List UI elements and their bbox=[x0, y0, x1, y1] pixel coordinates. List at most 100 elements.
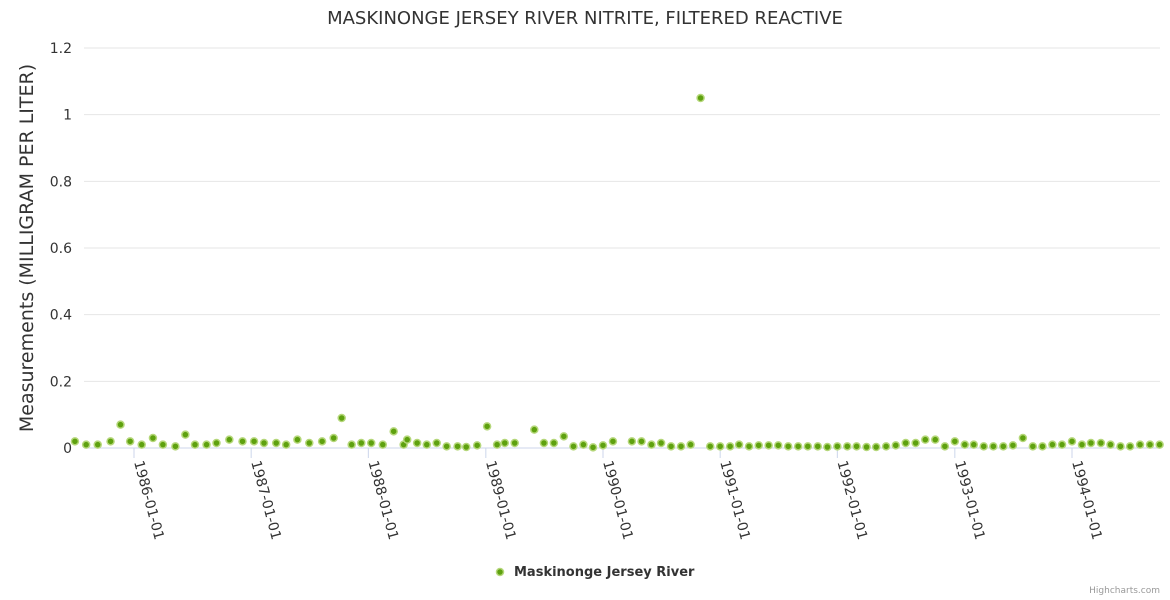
data-point[interactable] bbox=[598, 441, 608, 450]
data-point[interactable] bbox=[579, 440, 588, 449]
data-point[interactable] bbox=[588, 443, 598, 452]
data-point[interactable] bbox=[901, 438, 910, 448]
data-point[interactable] bbox=[754, 441, 763, 450]
data-point[interactable] bbox=[891, 441, 901, 450]
data-point[interactable] bbox=[171, 442, 180, 451]
data-point[interactable] bbox=[871, 442, 881, 452]
data-point[interactable] bbox=[181, 430, 190, 439]
data-point[interactable] bbox=[271, 438, 281, 448]
data-point[interactable] bbox=[637, 437, 646, 446]
data-point[interactable] bbox=[950, 437, 960, 446]
legend-item-label[interactable]: Maskinonge Jersey River bbox=[514, 565, 695, 580]
data-point[interactable] bbox=[442, 442, 451, 451]
data-point[interactable] bbox=[725, 442, 735, 451]
data-point[interactable] bbox=[148, 433, 158, 443]
data-point[interactable] bbox=[881, 442, 891, 451]
data-point[interactable] bbox=[783, 442, 793, 451]
data-point[interactable] bbox=[647, 440, 656, 449]
data-point[interactable] bbox=[530, 425, 539, 434]
data-point[interactable] bbox=[482, 422, 492, 431]
data-point[interactable] bbox=[357, 438, 366, 448]
data-point[interactable] bbox=[823, 442, 832, 452]
data-point[interactable] bbox=[911, 438, 920, 448]
data-point[interactable] bbox=[1057, 440, 1067, 449]
data-point[interactable] bbox=[686, 440, 695, 449]
data-point[interactable] bbox=[921, 435, 930, 444]
data-point[interactable] bbox=[461, 442, 471, 452]
data-point[interactable] bbox=[627, 437, 637, 446]
data-point[interactable] bbox=[1018, 433, 1028, 443]
data-point[interactable] bbox=[125, 437, 135, 446]
data-point[interactable] bbox=[764, 441, 773, 450]
data-point[interactable] bbox=[940, 442, 950, 451]
data-point[interactable] bbox=[549, 438, 559, 448]
data-point[interactable] bbox=[472, 441, 482, 450]
data-point[interactable] bbox=[1145, 440, 1155, 449]
data-point[interactable] bbox=[432, 438, 441, 448]
data-point[interactable] bbox=[969, 440, 979, 449]
data-point[interactable] bbox=[412, 438, 422, 448]
data-point[interactable] bbox=[843, 442, 852, 451]
data-point[interactable] bbox=[366, 438, 376, 448]
data-point[interactable] bbox=[539, 438, 549, 448]
data-point[interactable] bbox=[293, 435, 302, 444]
data-point[interactable] bbox=[190, 440, 200, 449]
data-point[interactable] bbox=[696, 93, 705, 103]
data-point[interactable] bbox=[803, 442, 813, 451]
data-point[interactable] bbox=[1048, 440, 1057, 449]
data-point[interactable] bbox=[422, 440, 432, 449]
data-point[interactable] bbox=[1067, 437, 1077, 446]
data-point[interactable] bbox=[305, 438, 314, 448]
data-point[interactable] bbox=[569, 442, 578, 451]
data-point[interactable] bbox=[989, 442, 998, 451]
data-point[interactable] bbox=[793, 442, 803, 451]
data-point[interactable] bbox=[389, 427, 398, 436]
data-point[interactable] bbox=[774, 441, 783, 450]
data-point[interactable] bbox=[1155, 440, 1164, 449]
data-point[interactable] bbox=[402, 435, 412, 444]
data-point[interactable] bbox=[492, 440, 502, 449]
data-point[interactable] bbox=[81, 440, 91, 449]
data-point[interactable] bbox=[715, 442, 725, 451]
data-point[interactable] bbox=[329, 433, 338, 443]
data-point[interactable] bbox=[317, 437, 327, 446]
data-point[interactable] bbox=[1028, 442, 1038, 451]
data-point[interactable] bbox=[500, 438, 510, 448]
data-point[interactable] bbox=[453, 442, 462, 451]
data-point[interactable] bbox=[137, 440, 146, 449]
data-point[interactable] bbox=[705, 442, 715, 451]
data-point[interactable] bbox=[999, 442, 1008, 451]
data-point[interactable] bbox=[734, 440, 744, 449]
data-point[interactable] bbox=[1008, 441, 1018, 450]
data-point[interactable] bbox=[559, 432, 569, 441]
data-point[interactable] bbox=[813, 442, 823, 451]
data-point[interactable] bbox=[1038, 442, 1047, 451]
data-point[interactable] bbox=[833, 442, 842, 451]
data-point[interactable] bbox=[93, 440, 102, 449]
data-point[interactable] bbox=[238, 437, 247, 446]
data-point[interactable] bbox=[1096, 438, 1106, 448]
legend-marker[interactable] bbox=[495, 567, 505, 577]
data-point[interactable] bbox=[1135, 440, 1145, 449]
data-point[interactable] bbox=[106, 437, 115, 446]
data-point[interactable] bbox=[1116, 442, 1125, 451]
data-point[interactable] bbox=[1086, 438, 1096, 448]
data-point[interactable] bbox=[378, 440, 388, 449]
data-point[interactable] bbox=[158, 440, 168, 449]
data-point[interactable] bbox=[666, 442, 676, 451]
data-point[interactable] bbox=[960, 440, 970, 449]
data-point[interactable] bbox=[979, 442, 988, 451]
data-point[interactable] bbox=[259, 438, 269, 448]
legend[interactable]: Maskinonge Jersey River bbox=[495, 565, 696, 580]
data-point[interactable] bbox=[862, 442, 871, 452]
data-point[interactable] bbox=[337, 413, 346, 423]
data-point[interactable] bbox=[852, 442, 861, 451]
data-point[interactable] bbox=[1077, 440, 1087, 449]
data-point[interactable] bbox=[116, 420, 125, 429]
data-point[interactable] bbox=[1125, 442, 1135, 451]
data-point[interactable] bbox=[225, 435, 234, 444]
data-point[interactable] bbox=[744, 442, 754, 451]
data-point[interactable] bbox=[676, 442, 686, 451]
data-point[interactable] bbox=[202, 440, 211, 449]
data-point[interactable] bbox=[930, 435, 940, 444]
